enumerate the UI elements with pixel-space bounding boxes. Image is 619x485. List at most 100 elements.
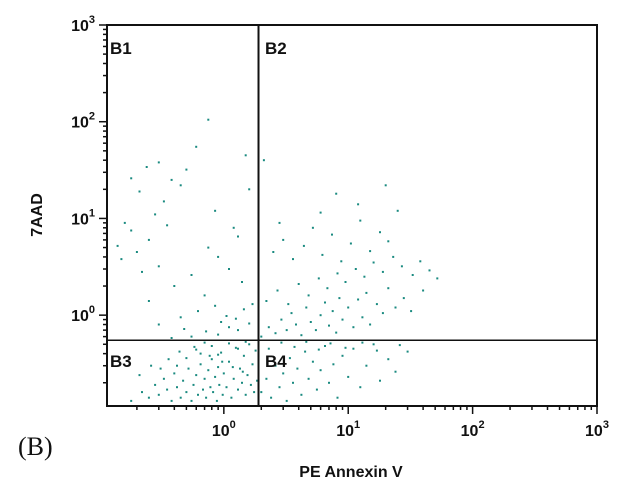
data-point bbox=[248, 188, 251, 191]
data-point bbox=[419, 260, 422, 263]
data-point bbox=[341, 318, 344, 321]
data-point bbox=[192, 383, 195, 386]
data-point bbox=[265, 300, 268, 302]
data-point bbox=[157, 161, 160, 164]
data-point bbox=[372, 343, 375, 346]
data-point bbox=[398, 344, 401, 347]
data-point bbox=[328, 381, 330, 384]
data-point bbox=[217, 366, 220, 369]
data-point bbox=[285, 329, 288, 332]
data-point bbox=[338, 297, 341, 300]
data-point bbox=[297, 283, 300, 285]
data-point bbox=[120, 258, 123, 261]
data-point bbox=[138, 190, 141, 193]
data-point bbox=[359, 219, 362, 222]
data-point bbox=[123, 221, 126, 224]
data-point bbox=[237, 347, 239, 350]
data-point bbox=[379, 379, 381, 382]
data-point bbox=[400, 265, 403, 268]
data-point bbox=[307, 294, 310, 297]
data-point bbox=[207, 246, 210, 249]
data-point bbox=[249, 383, 252, 386]
data-point bbox=[217, 255, 220, 258]
data-point bbox=[319, 211, 322, 214]
data-point bbox=[361, 316, 364, 319]
data-point bbox=[225, 315, 228, 317]
data-point bbox=[372, 261, 375, 264]
data-point bbox=[293, 345, 296, 348]
data-point bbox=[241, 381, 243, 384]
data-point bbox=[295, 323, 297, 326]
data-point bbox=[402, 297, 405, 300]
data-point bbox=[207, 118, 210, 121]
data-point bbox=[357, 203, 360, 206]
data-point bbox=[242, 354, 245, 357]
data-point bbox=[179, 396, 182, 399]
data-point bbox=[319, 369, 322, 372]
data-point bbox=[138, 374, 141, 377]
data-point bbox=[242, 308, 245, 311]
data-point bbox=[354, 268, 357, 270]
quadrant-label-b2: B2 bbox=[265, 39, 287, 58]
data-point bbox=[260, 335, 263, 338]
data-point bbox=[234, 346, 237, 349]
y-tick-label: 100 bbox=[71, 304, 95, 325]
data-point bbox=[304, 350, 307, 353]
data-point bbox=[287, 303, 290, 306]
quadrant-label-b4: B4 bbox=[265, 352, 287, 371]
data-point bbox=[221, 393, 224, 396]
data-point bbox=[244, 340, 247, 343]
data-point bbox=[237, 329, 239, 332]
data-point bbox=[324, 345, 326, 347]
data-point bbox=[256, 379, 259, 382]
data-point bbox=[154, 383, 157, 386]
data-point bbox=[221, 360, 224, 363]
data-point bbox=[190, 335, 193, 338]
data-point bbox=[260, 391, 263, 394]
data-point bbox=[162, 200, 165, 203]
data-point bbox=[232, 226, 235, 229]
data-point bbox=[276, 289, 279, 292]
quadrant-label-b3: B3 bbox=[110, 352, 132, 371]
data-point bbox=[319, 314, 322, 317]
x-axis-label: PE Annexin V bbox=[299, 464, 403, 481]
data-point bbox=[157, 393, 160, 396]
plot-frame bbox=[106, 24, 598, 407]
data-point bbox=[214, 304, 217, 307]
y-tick-label: 103 bbox=[71, 14, 95, 35]
data-point bbox=[344, 281, 347, 283]
data-point bbox=[340, 260, 343, 263]
data-point bbox=[179, 316, 182, 319]
data-point bbox=[220, 351, 223, 354]
data-point bbox=[218, 383, 221, 386]
data-point bbox=[436, 277, 439, 280]
data-point bbox=[157, 323, 160, 326]
data-point bbox=[344, 346, 347, 349]
data-point bbox=[145, 166, 148, 168]
data-point bbox=[195, 145, 198, 148]
data-point bbox=[157, 265, 160, 268]
data-point bbox=[190, 274, 193, 276]
data-point bbox=[217, 333, 220, 336]
data-point bbox=[182, 379, 185, 382]
data-point bbox=[288, 357, 291, 360]
data-point bbox=[381, 270, 384, 273]
data-point bbox=[230, 396, 233, 399]
data-point bbox=[241, 370, 244, 373]
data-point bbox=[203, 294, 206, 297]
x-tick-label: 103 bbox=[585, 419, 609, 440]
x-axis-ticks: 100 101 102 103 bbox=[136, 406, 609, 440]
data-point bbox=[262, 159, 265, 162]
data-point bbox=[326, 287, 329, 290]
data-point bbox=[272, 251, 275, 253]
data-point bbox=[309, 321, 312, 323]
data-point bbox=[116, 244, 119, 247]
data-point bbox=[185, 357, 188, 360]
data-point bbox=[208, 354, 211, 357]
data-point bbox=[317, 348, 320, 351]
data-point bbox=[130, 399, 133, 402]
data-point bbox=[349, 242, 352, 245]
data-point bbox=[392, 255, 395, 258]
data-point bbox=[311, 226, 314, 229]
